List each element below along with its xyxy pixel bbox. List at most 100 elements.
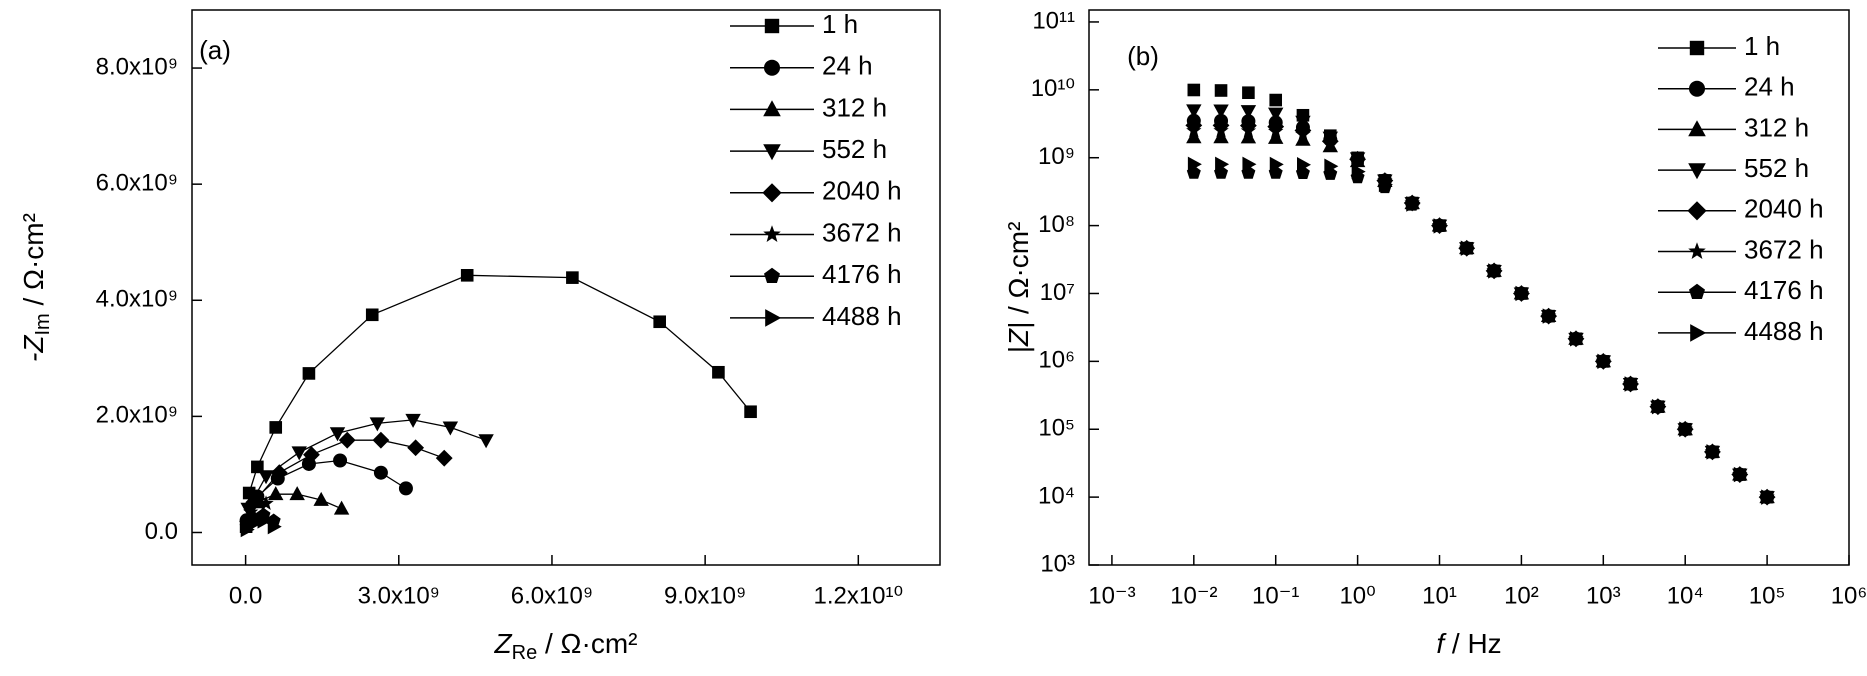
data-point <box>1679 421 1694 437</box>
y-axis-label: |Z| / Ω·cm² <box>1003 222 1034 354</box>
legend-label: 3672 h <box>1744 234 1824 264</box>
legend-marker <box>765 309 782 327</box>
data-point <box>435 449 453 467</box>
plot-frame <box>191 9 941 566</box>
data-point <box>373 465 388 480</box>
panel-label: (a) <box>199 35 231 65</box>
data-point <box>1240 129 1257 144</box>
data-point <box>1269 93 1283 107</box>
data-point <box>1213 104 1229 119</box>
x-tick-label: 10⁰ <box>1339 582 1375 609</box>
x-axis-label-symbol: Z <box>494 628 513 659</box>
legend-label: 1 h <box>1744 31 1780 61</box>
legend-label: 4176 h <box>822 259 902 289</box>
legend-label: 552 h <box>1744 153 1809 183</box>
data-point <box>1322 135 1338 150</box>
y-tick-label: 2.0x10⁹ <box>96 402 178 429</box>
x-tick-label: 0.0 <box>229 582 262 609</box>
x-axis-label: ZRe / Ω·cm² <box>494 628 638 664</box>
data-point <box>289 486 305 501</box>
legend-marker <box>762 183 782 203</box>
data-point <box>270 464 288 482</box>
data-point <box>303 446 320 464</box>
data-point <box>1215 156 1230 172</box>
legend-label: 24 h <box>822 51 873 81</box>
x-tick-label: 10³ <box>1586 582 1621 609</box>
legend-label: 3672 h <box>822 217 902 247</box>
data-point <box>267 518 282 535</box>
data-point <box>1186 122 1202 138</box>
data-point <box>1460 240 1475 256</box>
data-point <box>405 413 421 428</box>
data-point <box>744 405 757 419</box>
legend-marker <box>763 144 781 161</box>
data-point <box>1240 105 1257 120</box>
legend-marker <box>1687 201 1707 221</box>
data-point <box>1213 122 1229 138</box>
x-tick-label: 10² <box>1504 582 1539 609</box>
legend-marker <box>763 100 781 117</box>
legend-marker <box>764 18 780 34</box>
legend-label: 2040 h <box>1744 194 1824 224</box>
data-point <box>268 486 284 501</box>
data-point <box>258 470 274 485</box>
data-point <box>1624 376 1639 392</box>
legend-marker <box>1689 283 1705 299</box>
legend-marker <box>1690 324 1707 342</box>
data-point <box>372 431 390 449</box>
data-point <box>1186 129 1202 144</box>
data-point <box>1324 158 1339 174</box>
legend-marker <box>764 267 780 283</box>
y-axis-label: -ZIm / Ω·cm² <box>18 213 54 362</box>
y-tick-label: 10⁵ <box>1038 415 1075 442</box>
y-tick-label: 10³ <box>1040 550 1075 577</box>
x-tick-label: 6.0x10⁹ <box>511 582 593 609</box>
y-tick-label: 0.0 <box>145 518 178 545</box>
x-tick-label: 1.2x10¹⁰ <box>813 582 903 609</box>
data-point <box>329 427 346 442</box>
x-tick-label: 3.0x10⁹ <box>358 582 440 609</box>
x-tick-label: 10⁻³ <box>1088 582 1135 609</box>
data-point <box>566 271 579 284</box>
data-point <box>1433 218 1448 234</box>
data-point <box>333 500 350 515</box>
data-point <box>302 367 316 380</box>
data-point <box>1213 129 1229 144</box>
legend-marker <box>764 59 780 76</box>
legend-marker <box>1689 80 1705 97</box>
data-point <box>251 460 264 474</box>
data-point <box>1378 176 1393 193</box>
data-point <box>407 439 425 457</box>
y-tick-label: 10⁴ <box>1038 482 1075 509</box>
legend-label: 4488 h <box>1744 316 1824 346</box>
data-point <box>1542 308 1557 324</box>
x-axis-label: f / Hz <box>1436 628 1501 659</box>
panel-label: (b) <box>1127 41 1159 71</box>
data-point <box>243 504 259 519</box>
legend-label: 312 h <box>1744 112 1809 142</box>
data-point <box>1295 126 1311 141</box>
x-tick-label: 10⁶ <box>1831 582 1867 609</box>
legend-label: 2040 h <box>822 176 902 206</box>
legend-label: 552 h <box>822 134 887 164</box>
data-point <box>369 417 386 432</box>
data-point <box>1515 285 1530 302</box>
data-point <box>291 446 307 461</box>
data-point <box>365 308 379 322</box>
data-point <box>1597 353 1612 370</box>
data-point <box>1187 156 1202 172</box>
data-point <box>1268 123 1284 139</box>
y-tick-label: 10⁹ <box>1038 143 1075 170</box>
y-tick-label: 10¹⁰ <box>1031 75 1075 102</box>
y-tick-label: 10⁷ <box>1040 279 1075 306</box>
data-point <box>1406 196 1421 212</box>
x-tick-label: 10⁻² <box>1170 582 1217 609</box>
data-point <box>1488 263 1503 279</box>
data-point <box>1242 156 1257 172</box>
plot-frame <box>1088 9 1850 566</box>
data-point <box>1268 107 1284 122</box>
x-tick-label: 10¹ <box>1422 582 1457 609</box>
y-tick-label: 8.0x10⁹ <box>96 53 178 80</box>
